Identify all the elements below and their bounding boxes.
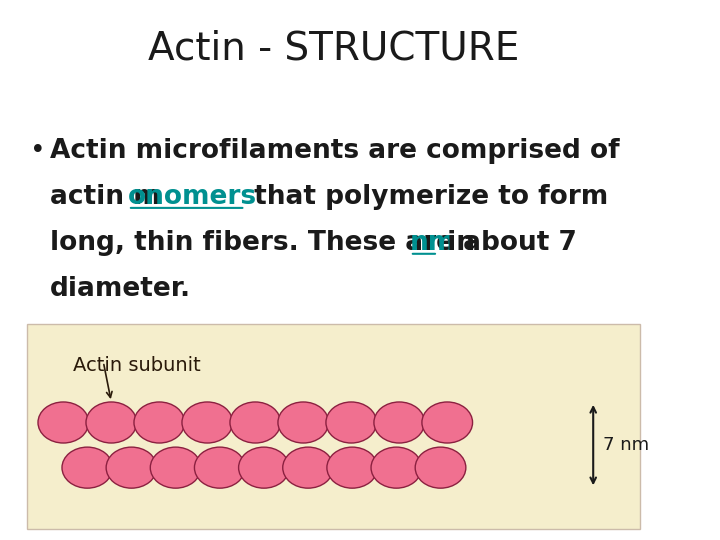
Text: nm: nm	[410, 230, 456, 256]
Circle shape	[134, 402, 184, 443]
Text: that polymerize to form: that polymerize to form	[246, 184, 608, 210]
Circle shape	[150, 447, 201, 488]
Circle shape	[327, 447, 377, 488]
Circle shape	[86, 402, 137, 443]
Circle shape	[230, 402, 281, 443]
Text: actin m: actin m	[50, 184, 161, 210]
Circle shape	[422, 402, 472, 443]
Circle shape	[415, 447, 466, 488]
Text: Actin subunit: Actin subunit	[73, 356, 201, 375]
Circle shape	[182, 402, 233, 443]
Circle shape	[106, 447, 157, 488]
Text: Actin microfilaments are comprised of: Actin microfilaments are comprised of	[50, 138, 620, 164]
Text: •: •	[30, 138, 45, 164]
Circle shape	[62, 447, 112, 488]
Text: in: in	[438, 230, 475, 256]
Text: Actin - STRUCTURE: Actin - STRUCTURE	[148, 30, 519, 68]
Text: long, thin fibers. These are about 7: long, thin fibers. These are about 7	[50, 230, 577, 256]
Text: diameter.: diameter.	[50, 276, 191, 302]
Circle shape	[283, 447, 333, 488]
FancyBboxPatch shape	[27, 324, 640, 529]
Circle shape	[238, 447, 289, 488]
Circle shape	[38, 402, 89, 443]
Circle shape	[326, 402, 377, 443]
Circle shape	[371, 447, 422, 488]
Text: 7 nm: 7 nm	[603, 436, 649, 454]
Circle shape	[374, 402, 425, 443]
Circle shape	[278, 402, 328, 443]
Circle shape	[194, 447, 245, 488]
Text: onomers: onomers	[128, 184, 257, 210]
